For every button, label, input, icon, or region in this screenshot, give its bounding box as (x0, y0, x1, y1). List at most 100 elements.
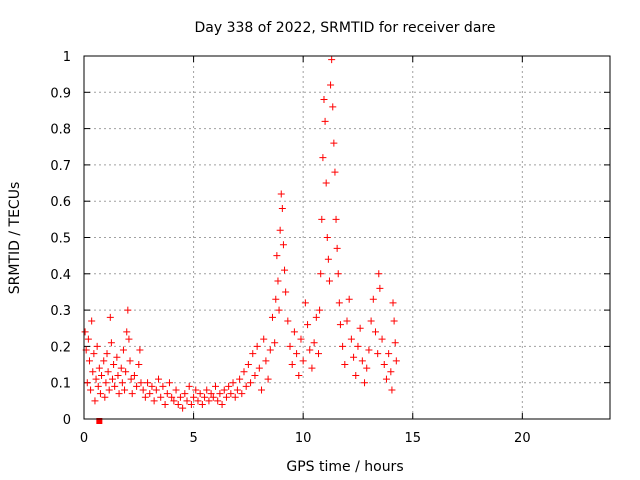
data-point (320, 96, 328, 104)
data-point (118, 379, 126, 387)
data-point (290, 328, 298, 336)
data-point (365, 346, 373, 354)
y-tick-label: 0.8 (50, 123, 71, 138)
data-point (144, 379, 152, 387)
data-point (262, 357, 270, 365)
y-tick-label: 0.1 (50, 377, 71, 392)
data-point (380, 361, 388, 369)
data-point (319, 154, 327, 162)
data-point (318, 215, 326, 223)
data-point (121, 386, 129, 394)
data-point (192, 386, 200, 394)
data-point (128, 390, 136, 398)
data-point (125, 335, 133, 343)
y-tick-label: 0 (63, 413, 71, 428)
data-point (369, 295, 377, 303)
data-point (229, 379, 237, 387)
data-point (179, 404, 187, 412)
data-point (371, 328, 379, 336)
data-point (278, 204, 286, 212)
data-point (119, 346, 127, 354)
data-point (328, 56, 336, 64)
data-point (258, 386, 266, 394)
grid-lines (84, 56, 610, 419)
data-point (335, 299, 343, 307)
data-point (190, 393, 198, 401)
data-point (102, 379, 110, 387)
data-point (273, 252, 281, 260)
data-point (136, 346, 144, 354)
data-point (233, 386, 241, 394)
data-point (137, 379, 145, 387)
data-point (341, 361, 349, 369)
x-tick-label: 0 (80, 431, 88, 446)
data-point (123, 328, 131, 336)
data-point (150, 397, 158, 405)
data-point (105, 386, 113, 394)
data-point (361, 379, 369, 387)
data-point (316, 306, 324, 314)
data-point (297, 335, 305, 343)
data-point (165, 379, 173, 387)
data-point (358, 357, 366, 365)
data-point (148, 382, 156, 390)
data-point (203, 386, 211, 394)
data-point (218, 400, 226, 408)
y-tick-label: 0.2 (50, 340, 71, 355)
data-point (392, 357, 400, 365)
y-tick-label: 0.3 (50, 304, 71, 319)
data-point (387, 368, 395, 376)
data-point (87, 386, 95, 394)
data-point (170, 397, 178, 405)
data-point (350, 353, 358, 361)
data-point (181, 390, 189, 398)
x-tick-label: 15 (404, 431, 421, 446)
data-point (155, 375, 163, 383)
data-point (127, 375, 135, 383)
data-point (113, 353, 121, 361)
data-point (330, 139, 338, 147)
data-point (146, 390, 154, 398)
data-point (183, 397, 191, 405)
data-point (161, 400, 169, 408)
data-point (207, 390, 215, 398)
x-tick-label: 5 (189, 431, 197, 446)
data-point (133, 382, 141, 390)
data-point (236, 375, 244, 383)
data-point (90, 350, 98, 358)
data-point (157, 393, 165, 401)
data-point (321, 117, 329, 125)
data-point (310, 339, 318, 347)
data-point (253, 342, 261, 350)
data-point (376, 284, 384, 292)
data-point (325, 277, 333, 285)
data-point (176, 393, 184, 401)
data-point (139, 386, 147, 394)
data-point (323, 234, 331, 241)
data-point (363, 364, 371, 372)
data-point (375, 270, 383, 278)
data-point (172, 386, 180, 394)
data-point (92, 375, 100, 383)
data-point (331, 168, 339, 176)
y-tick-labels: 0 0.1 0.2 0.3 0.4 0.5 0.6 0.7 0.8 0.9 1 (50, 50, 71, 428)
x-tick-labels: 0 5 10 15 20 (80, 431, 531, 446)
data-point (212, 382, 219, 390)
data-point (231, 393, 239, 401)
data-point (356, 324, 364, 332)
data-point (122, 368, 130, 376)
data-point (117, 364, 125, 372)
data-point (196, 390, 204, 398)
y-tick-label: 0.6 (50, 195, 71, 210)
data-point (324, 255, 332, 263)
data-point (187, 400, 195, 408)
data-point (111, 382, 119, 390)
data-point (382, 375, 390, 383)
data-point (322, 179, 330, 187)
y-axis-label: SRMTID / TECUs (7, 182, 23, 295)
data-point (130, 371, 138, 379)
data-point (299, 357, 307, 365)
data-point (168, 393, 176, 401)
data-point (272, 295, 280, 303)
